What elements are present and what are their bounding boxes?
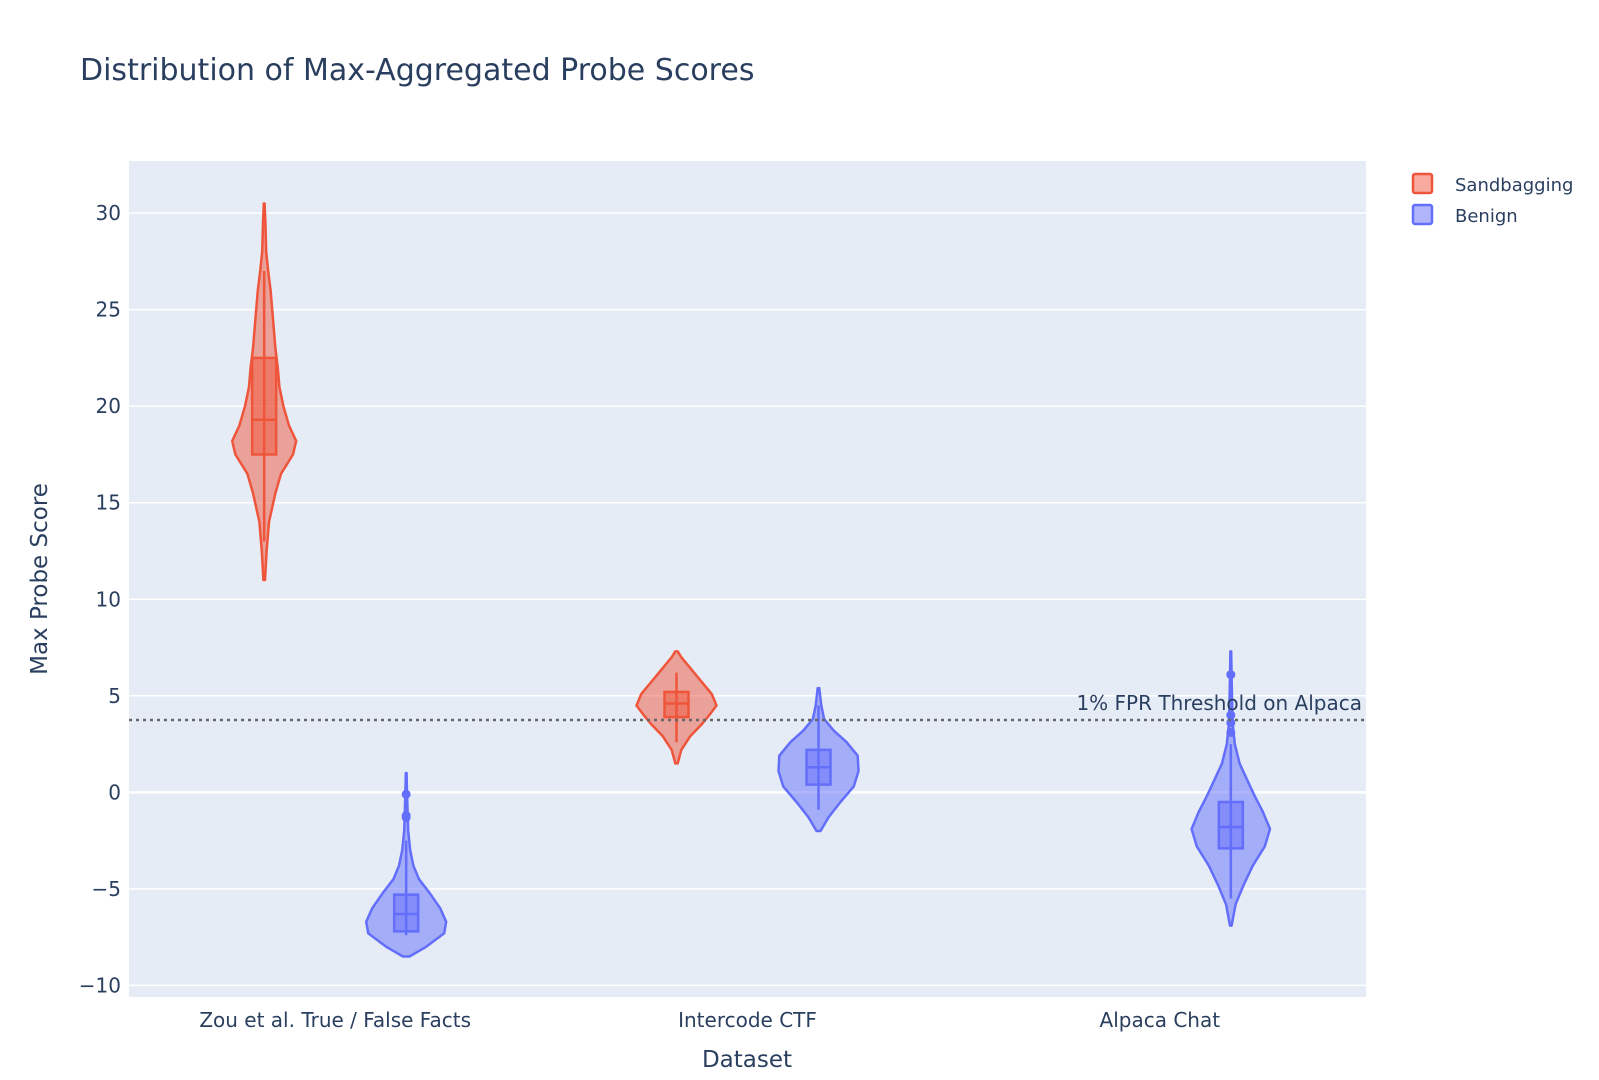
legend-swatch [1411, 203, 1434, 226]
violin-benign-2 [1190, 650, 1272, 927]
legend[interactable]: Sandbagging Benign [1411, 172, 1573, 227]
violins [230, 202, 1272, 958]
legend-label: Sandbagging [1455, 175, 1573, 196]
y-axis-ticks: −10 −5 0 5 10 15 20 25 30 [79, 201, 121, 997]
outlier-point [401, 789, 411, 799]
outlier-point [1226, 670, 1236, 680]
y-tick-label: 10 [96, 587, 121, 611]
violin-benign-1 [777, 686, 860, 833]
violin-sandbagging-0 [230, 202, 298, 582]
chart-title: Distribution of Max-Aggregated Probe Sco… [80, 53, 754, 88]
y-tick-label: 0 [108, 780, 121, 804]
legend-label: Benign [1455, 206, 1518, 227]
y-tick-label: 5 [108, 684, 121, 708]
legend-item-sandbagging[interactable]: Sandbagging [1411, 172, 1573, 196]
y-tick-label: −5 [92, 877, 121, 901]
outlier-point [1226, 710, 1236, 720]
y-tick-label: 20 [96, 394, 121, 418]
legend-swatch [1411, 172, 1434, 195]
y-tick-label: 25 [96, 298, 121, 322]
violin-box [1217, 800, 1245, 850]
x-axis-ticks: Zou et al. True / False Facts Intercode C… [199, 1008, 1220, 1032]
outlier-point [1226, 727, 1236, 737]
gridlines [129, 212, 1366, 987]
y-tick-label: 15 [96, 491, 121, 515]
x-tick-label: Zou et al. True / False Facts [199, 1008, 471, 1032]
x-axis-title: Dataset [702, 1047, 792, 1073]
plot-area [129, 161, 1366, 997]
violin-benign-0 [364, 771, 448, 958]
y-tick-label: −10 [79, 973, 121, 997]
y-tick-label: 30 [96, 201, 121, 225]
violin-box [250, 356, 278, 456]
threshold-annotation: 1% FPR Threshold on Alpaca [1076, 691, 1362, 715]
legend-item-benign[interactable]: Benign [1411, 203, 1518, 227]
x-tick-label: Intercode CTF [678, 1008, 817, 1032]
x-tick-label: Alpaca Chat [1100, 1008, 1221, 1032]
violin-sandbagging-1 [635, 650, 718, 765]
outlier-point [401, 812, 411, 822]
y-axis-title: Max Probe Score [27, 483, 53, 675]
